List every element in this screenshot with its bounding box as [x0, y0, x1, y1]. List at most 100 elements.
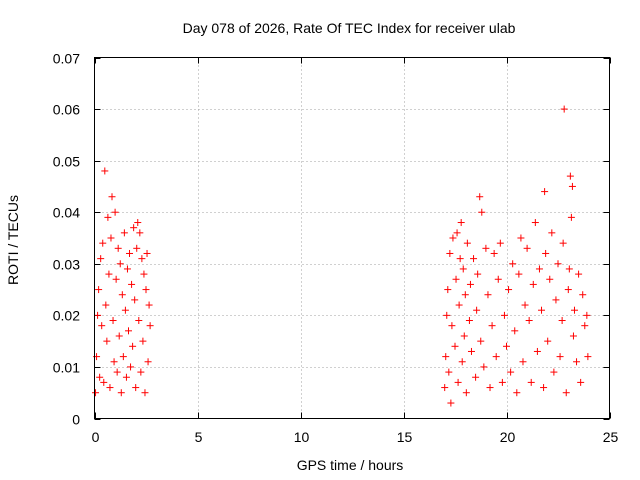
data-point — [492, 353, 500, 361]
x-tick-label: 20 — [500, 429, 516, 445]
data-point — [130, 224, 138, 232]
data-point — [559, 239, 567, 247]
data-point — [577, 378, 585, 386]
data-point — [460, 332, 468, 340]
x-tick-label: 25 — [603, 429, 619, 445]
data-point — [143, 249, 151, 257]
data-point — [109, 317, 117, 325]
axis-ticks — [94, 57, 611, 420]
y-tick-label: 0.01 — [53, 360, 80, 376]
data-point — [123, 265, 131, 273]
grid — [94, 57, 610, 419]
data-point — [448, 322, 456, 330]
data-point — [550, 368, 558, 376]
data-point — [568, 182, 576, 190]
data-point — [98, 322, 106, 330]
data-point — [99, 239, 107, 247]
data-point — [444, 286, 452, 294]
data-point — [441, 384, 449, 392]
data-point — [454, 378, 462, 386]
data-point — [146, 322, 154, 330]
data-point — [96, 373, 104, 381]
data-point — [567, 213, 575, 221]
data-point — [106, 384, 114, 392]
data-point — [498, 378, 506, 386]
data-point — [480, 363, 488, 371]
x-tick-label: 15 — [397, 429, 413, 445]
data-point — [141, 389, 149, 397]
data-point — [132, 384, 140, 392]
data-point — [111, 208, 119, 216]
data-point — [97, 255, 105, 263]
data-point — [540, 384, 548, 392]
data-point — [486, 384, 494, 392]
data-point — [556, 353, 564, 361]
data-point — [466, 280, 474, 288]
data-point — [505, 286, 513, 294]
chart-title: Day 078 of 2026, Rate Of TEC Index for r… — [183, 20, 516, 36]
data-point — [102, 301, 110, 309]
data-point — [456, 255, 464, 263]
data-point — [472, 373, 480, 381]
data-point — [101, 167, 109, 175]
data-point — [560, 105, 568, 113]
y-axis-label: ROTI / TECUs — [5, 195, 21, 285]
data-point — [541, 188, 549, 196]
data-point — [470, 255, 478, 263]
data-point — [496, 239, 504, 247]
data-point — [584, 353, 592, 361]
data-point — [445, 368, 453, 376]
x-axis-label: GPS time / hours — [297, 457, 404, 473]
data-point — [461, 291, 469, 299]
data-point — [573, 358, 581, 366]
y-tick-label: 0.04 — [53, 205, 80, 221]
tick-labels: 0 5 10 15 20 25 0 0.01 0.02 0.03 0.04 0.05 0.06 0.07 — [53, 51, 619, 446]
data-point — [533, 347, 541, 355]
data-point — [482, 244, 490, 252]
data-point — [443, 311, 451, 319]
data-point — [546, 275, 554, 283]
data-point — [579, 291, 587, 299]
data-point — [144, 358, 152, 366]
data-point — [558, 317, 566, 325]
plot-frame — [94, 57, 610, 419]
data-point — [455, 301, 463, 309]
data-point — [124, 327, 132, 335]
data-point — [462, 389, 470, 397]
data-point — [451, 342, 459, 350]
data-point — [503, 342, 510, 350]
data-point — [449, 234, 457, 242]
data-point — [478, 208, 486, 216]
data-point — [515, 270, 523, 278]
data-point — [100, 378, 108, 386]
data-point — [544, 337, 552, 345]
data-point — [92, 389, 100, 397]
data-point — [114, 244, 122, 252]
data-point — [569, 332, 577, 340]
data-point — [467, 347, 475, 355]
data-point — [446, 249, 454, 257]
data-point — [565, 265, 573, 273]
data-point — [511, 327, 519, 335]
data-point — [145, 301, 153, 309]
data-point — [137, 368, 145, 376]
data-point — [138, 255, 146, 263]
data-point — [104, 213, 112, 221]
data-point — [465, 317, 473, 325]
data-point — [583, 311, 591, 319]
data-point — [554, 260, 562, 268]
data-point — [121, 306, 129, 314]
data-point — [570, 306, 578, 314]
data-point — [575, 270, 583, 278]
data-point — [129, 342, 137, 350]
data-point — [119, 353, 127, 361]
data-point — [120, 229, 128, 237]
data-point — [110, 358, 118, 366]
y-tick-label: 0 — [72, 412, 80, 428]
data-point — [477, 337, 485, 345]
data-point — [136, 229, 144, 237]
y-tick-label: 0.06 — [53, 102, 80, 118]
data-point — [542, 249, 550, 257]
data-point — [126, 249, 134, 257]
data-point — [118, 291, 126, 299]
